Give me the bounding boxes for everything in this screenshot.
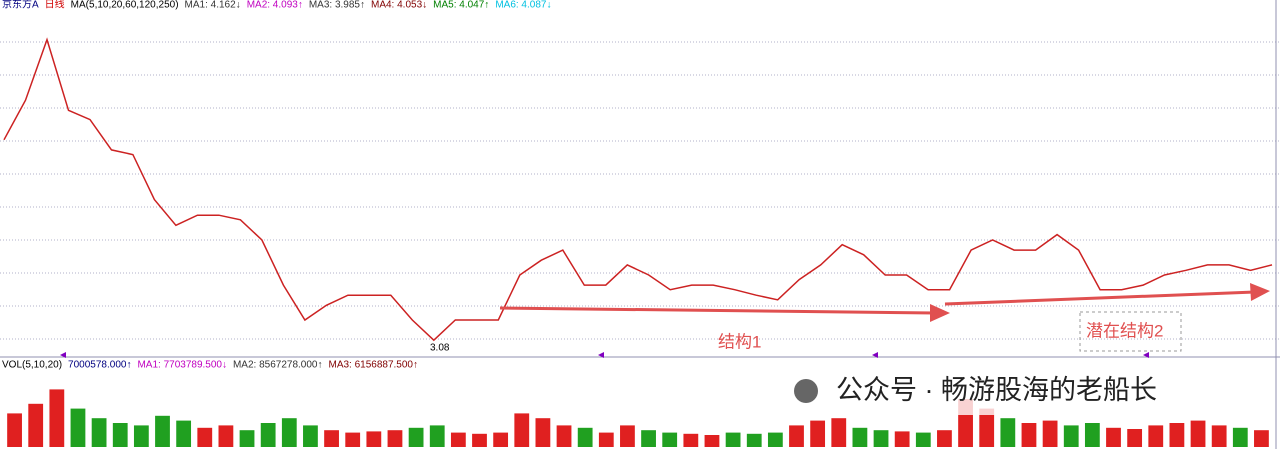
volume-bar	[155, 415, 170, 447]
volume-bar	[1190, 420, 1206, 447]
volume-bar	[366, 431, 382, 447]
volume-bar	[324, 430, 339, 447]
volume-bar	[1148, 425, 1164, 447]
volume-bar	[915, 432, 931, 447]
volume-bar	[1211, 425, 1227, 447]
volume-bar	[1000, 418, 1016, 447]
volume-bar	[7, 413, 22, 447]
volume-bar	[303, 425, 318, 447]
volume-bar	[176, 420, 192, 447]
volume-bar	[1084, 423, 1100, 447]
annotation: 结构1	[718, 332, 761, 351]
volume-bar	[556, 425, 572, 447]
header-item: MA3: 6156887.500↑	[328, 360, 418, 371]
volume-bar	[1042, 420, 1058, 447]
volume-bar	[937, 430, 952, 447]
volume-bar	[450, 432, 466, 447]
wechat-icon	[794, 379, 818, 403]
volume-bar	[91, 418, 107, 447]
volume-bar	[472, 433, 487, 447]
volume-bar	[641, 430, 656, 447]
volume-bar	[28, 403, 44, 447]
volume-bar	[620, 425, 635, 447]
volume-bar	[979, 408, 995, 447]
volume-bar	[345, 432, 361, 447]
volume-bar	[70, 408, 86, 447]
header-item: 7000578.000↑	[68, 360, 131, 371]
volume-bar	[429, 425, 445, 447]
volume-panel	[7, 389, 1269, 447]
arrows	[499, 283, 1270, 322]
price-panel	[3, 37, 1273, 342]
volume-bar	[662, 432, 678, 447]
volume-bar	[1232, 427, 1248, 447]
volume-bar	[1021, 423, 1037, 447]
volume-bar	[852, 427, 868, 447]
markers	[60, 352, 1149, 358]
volume-bar	[49, 389, 65, 447]
annotation: 潜在结构2	[1086, 321, 1163, 340]
header-item: MA2: 8567278.000↑	[233, 360, 323, 371]
header-item: MA1: 7703789.500↓	[137, 360, 227, 371]
low-label: 3.08	[430, 343, 450, 354]
volume-bar	[873, 430, 889, 447]
volume-bar	[1254, 430, 1269, 447]
volume-bar	[789, 425, 804, 447]
volume-bar	[683, 433, 699, 447]
header-item: MA3: 3.985↑	[309, 0, 365, 11]
grid	[0, 41, 1280, 340]
volume-bar	[1169, 423, 1185, 447]
header-item: MA2: 4.093↑	[247, 0, 303, 11]
volume-bar	[260, 423, 276, 447]
volume-bar	[197, 427, 213, 447]
header-item: MA4: 4.053↓	[371, 0, 427, 11]
volume-bar	[1063, 425, 1079, 447]
volume-bar	[704, 435, 720, 447]
header-item: MA5: 4.047↑	[433, 0, 489, 11]
volume-bar	[239, 430, 255, 447]
volume-bar	[746, 433, 762, 447]
watermark: 公众号 · 畅游股海的老船长	[836, 375, 1157, 405]
volume-bar	[408, 427, 424, 447]
volume-bar	[112, 423, 128, 447]
watermark-bg	[780, 367, 1260, 415]
volume-bar	[493, 432, 509, 447]
selection-box	[1079, 311, 1182, 352]
header-item: MA(5,10,20,60,120,250)	[71, 0, 179, 11]
volume-bar	[514, 413, 530, 447]
volume-bar	[133, 425, 149, 447]
volume-bar	[598, 432, 614, 447]
volume-bar	[577, 427, 593, 447]
volume-bar	[831, 418, 847, 447]
header-item: VOL(5,10,20)	[2, 360, 62, 371]
volume-bar	[1106, 427, 1121, 447]
volume-bar	[894, 431, 910, 447]
price-line	[3, 37, 1273, 342]
volume-bar	[218, 425, 234, 447]
volume-bar	[535, 418, 551, 447]
header-item: 京东方A	[2, 0, 39, 11]
header-item: 日线	[45, 0, 65, 11]
volume-bar	[281, 418, 297, 447]
header-item: MA1: 4.162↓	[185, 0, 241, 11]
header-item: MA6: 4.087↓	[495, 0, 551, 11]
volume-bar	[810, 420, 826, 447]
volume-bar	[387, 430, 403, 447]
volume-bar	[1127, 429, 1143, 447]
volume-bar	[725, 432, 741, 447]
volume-bar	[767, 432, 783, 447]
